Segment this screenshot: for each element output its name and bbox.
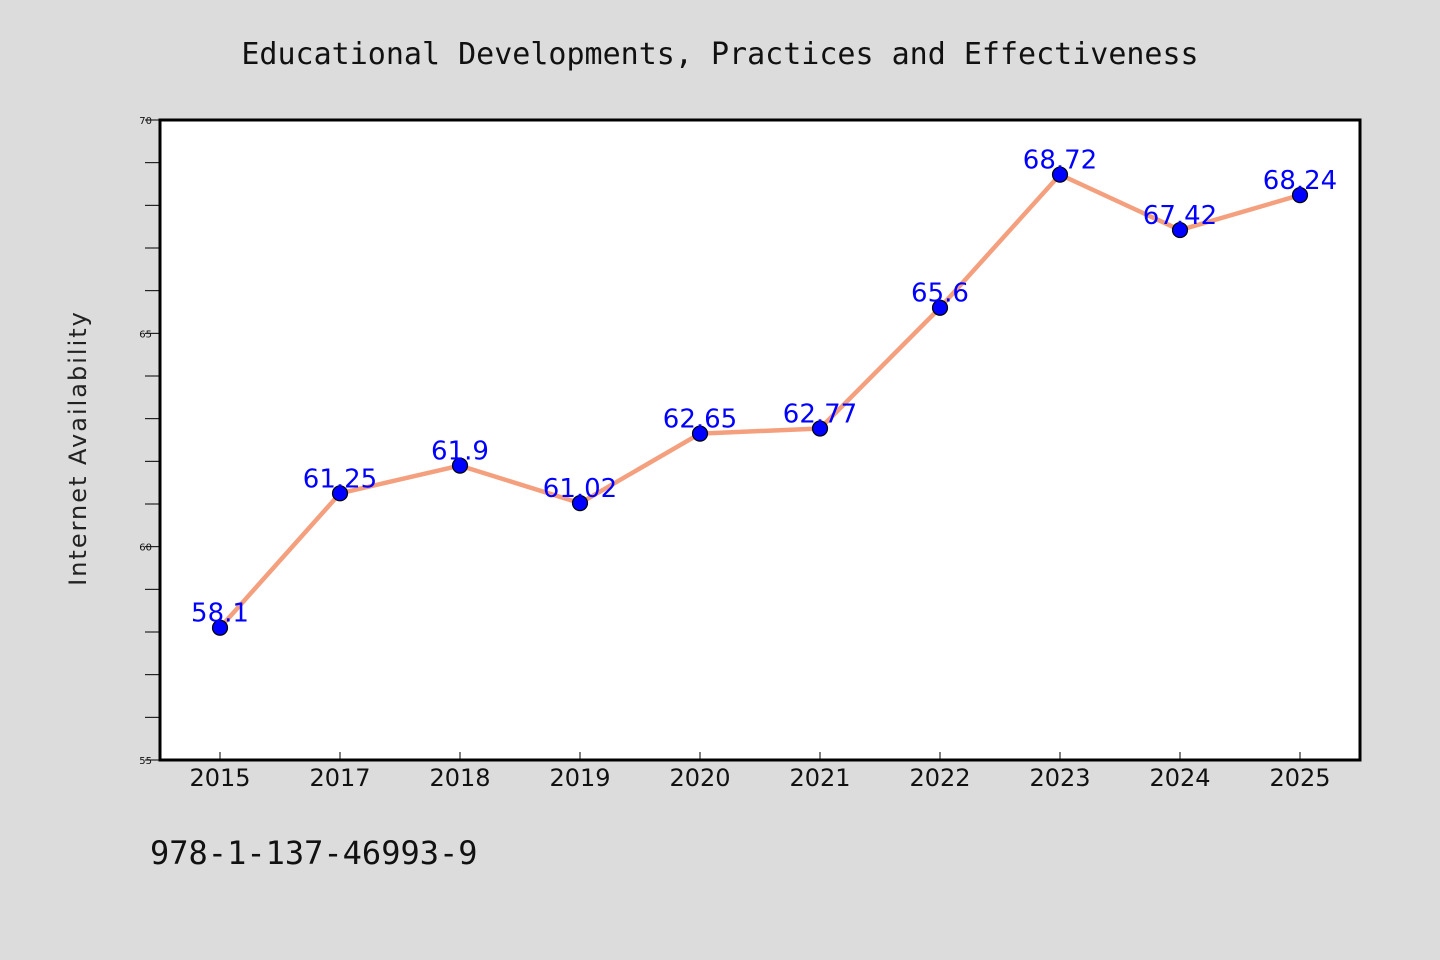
data-label: 61.02 bbox=[543, 474, 617, 504]
series-line bbox=[217, 172, 1303, 630]
data-label: 61.25 bbox=[303, 464, 377, 494]
x-tick-label: 2019 bbox=[549, 764, 610, 792]
plot-area bbox=[158, 118, 1362, 762]
data-point-marker bbox=[571, 495, 589, 512]
y-tick-label: 70 bbox=[139, 116, 152, 127]
chart-title: Educational Developments, Practices and … bbox=[241, 37, 1198, 72]
x-tick-label: 2024 bbox=[1149, 764, 1210, 792]
data-point-marker bbox=[1291, 186, 1309, 204]
x-tick-label: 2025 bbox=[1269, 764, 1330, 792]
data-label: 58.1 bbox=[191, 599, 249, 629]
x-tick-label: 2018 bbox=[429, 764, 490, 792]
data-point-marker bbox=[811, 420, 829, 437]
data-label: 67.42 bbox=[1143, 201, 1217, 231]
marker-group bbox=[211, 166, 1309, 636]
data-point-marker bbox=[691, 425, 709, 442]
y-tick-label: 55 bbox=[139, 756, 152, 767]
footer-isbn: 978-1-137-46993-9 bbox=[150, 834, 478, 872]
x-tick-label: 2017 bbox=[309, 764, 370, 792]
data-point-marker bbox=[331, 485, 349, 502]
x-tick-label: 2023 bbox=[1029, 764, 1090, 792]
x-tick-label: 2015 bbox=[189, 764, 250, 792]
x-tick-label: 2020 bbox=[669, 764, 730, 792]
y-tick-label: 60 bbox=[139, 543, 152, 554]
data-point-marker bbox=[211, 619, 229, 636]
data-label: 62.65 bbox=[663, 405, 737, 435]
series-line-group bbox=[217, 172, 1303, 630]
data-point-marker bbox=[931, 299, 949, 316]
data-label: 61.9 bbox=[431, 437, 489, 467]
y-axis-label: Internet Availability bbox=[64, 310, 92, 586]
data-label: 68.72 bbox=[1023, 146, 1097, 176]
x-tick-label: 2021 bbox=[789, 764, 850, 792]
data-label-group: 58.1 61.25 61.9 61.02 62.65 62.77 65.6 68.72 67.… bbox=[191, 146, 1337, 629]
y-tick-label: 65 bbox=[139, 329, 152, 340]
data-point-marker bbox=[1171, 221, 1189, 239]
data-label: 65.6 bbox=[911, 279, 969, 309]
y-axis: 55 60 65 70 bbox=[139, 116, 160, 767]
data-point-marker bbox=[451, 457, 469, 474]
data-label: 68.24 bbox=[1263, 166, 1337, 196]
x-tick-label: 2022 bbox=[909, 764, 970, 792]
data-point-marker bbox=[1051, 166, 1069, 183]
data-label: 62.77 bbox=[783, 399, 857, 429]
x-axis: 2015 2017 2018 2019 2020 2021 2022 2023 2024 2025 bbox=[189, 752, 1331, 792]
